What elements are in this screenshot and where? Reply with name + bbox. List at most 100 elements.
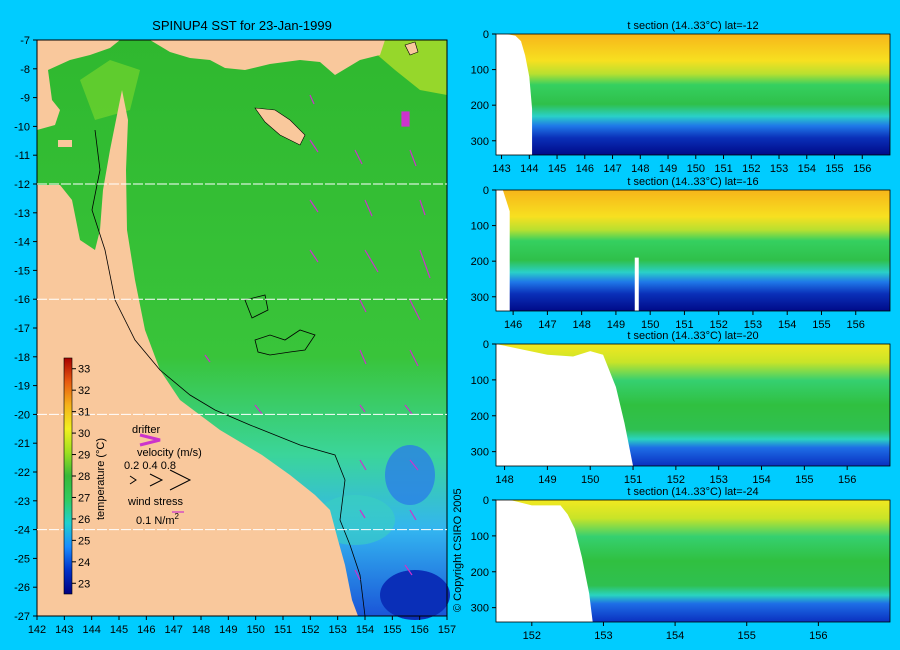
x-tick-label: 147 (603, 163, 621, 175)
colorbar-tick-label: 33 (78, 364, 90, 376)
map-axes: 142 143 144 145 146 147 148 149 150 151 152 153 154 1… (14, 35, 456, 636)
section-frame (495, 33, 891, 156)
y-tick-label: -25 (14, 553, 30, 565)
x-tick-label: 156 (853, 163, 871, 175)
y-tick-label: 300 (471, 136, 489, 148)
y-tick-label: 0 (483, 185, 489, 197)
section-title: t section (14..33°C) lat=-24 (627, 486, 758, 498)
y-tick-label: -11 (15, 150, 30, 162)
section-land (496, 500, 593, 622)
x-tick-label: 148 (572, 319, 590, 331)
x-tick-label: 143 (55, 624, 73, 636)
x-tick-label: 154 (356, 624, 374, 636)
y-tick-label: -15 (14, 265, 30, 277)
x-tick-label: 153 (710, 474, 728, 486)
y-tick-label: 300 (471, 292, 489, 304)
x-tick-label: 153 (744, 319, 762, 331)
legend-wind-value: 0.1 N/m2 (136, 512, 180, 527)
x-tick-label: 155 (383, 624, 401, 636)
x-tick-label: 150 (687, 163, 705, 175)
colorbar-tick-label: 29 (78, 450, 90, 462)
x-tick-label: 156 (847, 319, 865, 331)
legend-drifter: drifter (132, 424, 160, 436)
x-tick-label: 153 (770, 163, 788, 175)
colorbar (63, 357, 73, 595)
y-tick-label: 200 (471, 256, 489, 268)
y-tick-label: 200 (471, 411, 489, 423)
x-tick-label: 145 (548, 163, 566, 175)
x-tick-label: 144 (520, 163, 538, 175)
colorbar-tick-label: 26 (78, 514, 90, 526)
x-tick-label: 156 (809, 630, 827, 642)
x-tick-label: 150 (581, 474, 599, 486)
y-tick-label: 100 (471, 221, 489, 233)
copyright: © Copyright CSIRO 2005 (452, 488, 464, 612)
x-tick-label: 151 (274, 624, 292, 636)
section-land (634, 257, 639, 311)
x-tick-label: 157 (438, 624, 456, 636)
y-tick-label: -10 (14, 121, 30, 133)
x-tick-label: 152 (667, 474, 685, 486)
land-island (58, 140, 72, 147)
y-tick-label: -20 (14, 409, 30, 421)
x-tick-label: 153 (594, 630, 612, 642)
y-tick-label: -8 (20, 64, 30, 76)
y-tick-label: -27 (14, 611, 30, 623)
x-tick-label: 146 (576, 163, 594, 175)
x-tick-label: 148 (495, 474, 513, 486)
y-tick-label: -23 (14, 496, 30, 508)
section-land (496, 190, 510, 311)
section-title: t section (14..33°C) lat=-12 (627, 20, 758, 32)
x-tick-label: 147 (164, 624, 182, 636)
y-tick-label: 300 (471, 603, 489, 615)
y-tick-label: -9 (20, 93, 30, 105)
shelf-contour (91, 129, 366, 617)
section-frame (495, 189, 891, 312)
legend-velocity: velocity (m/s) (137, 447, 202, 459)
section-title: t section (14..33°C) lat=-20 (627, 330, 758, 342)
velocity-arrow-icon (129, 469, 192, 491)
x-tick-label: 148 (192, 624, 210, 636)
x-tick-label: 152 (523, 630, 541, 642)
x-tick-label: 155 (738, 630, 756, 642)
section-panel: t section (14..33°C) lat=-20 148 149 150 151… (471, 330, 891, 486)
x-tick-label: 143 (492, 163, 510, 175)
section-land (496, 344, 634, 466)
x-tick-label: 154 (752, 474, 770, 486)
sst-map: 142 143 144 145 146 147 148 149 150 151 152 153 154 1… (14, 18, 464, 636)
x-tick-label: 151 (675, 319, 693, 331)
x-tick-label: 152 (301, 624, 319, 636)
legend-velocity-values: 0.2 0.4 0.8 (124, 460, 176, 472)
colorbar-tick-label: 23 (78, 578, 90, 590)
colorbar-ticks: 33 32 31 30 29 28 27 26 25 24 23 (72, 364, 90, 590)
section-field (496, 190, 890, 311)
colorbar-tick-label: 27 (78, 492, 90, 504)
land-png (150, 40, 385, 75)
x-tick-label: 154 (666, 630, 684, 642)
land-australia (37, 90, 358, 616)
y-tick-label: -7 (20, 35, 30, 47)
land-island (254, 107, 306, 146)
colorbar-label: temperature (°C) (95, 438, 107, 520)
colorbar-tick-label: 24 (78, 557, 90, 569)
y-tick-label: -24 (14, 525, 30, 537)
y-tick-label: 100 (471, 375, 489, 387)
x-tick-label: 155 (825, 163, 843, 175)
x-tick-label: 149 (538, 474, 556, 486)
x-tick-label: 146 (137, 624, 155, 636)
x-tick-label: 154 (778, 319, 796, 331)
x-tick-label: 147 (538, 319, 556, 331)
land-island (37, 40, 120, 130)
x-tick-label: 154 (798, 163, 816, 175)
x-tick-label: 149 (659, 163, 677, 175)
y-tick-label: 0 (483, 29, 489, 41)
cold-eddy (380, 570, 450, 620)
y-tick-label: -19 (14, 381, 30, 393)
x-tick-label: 150 (246, 624, 264, 636)
x-tick-label: 152 (742, 163, 760, 175)
x-tick-label: 151 (714, 163, 732, 175)
y-tick-label: -22 (14, 467, 30, 479)
x-tick-label: 146 (504, 319, 522, 331)
x-tick-label: 152 (710, 319, 728, 331)
